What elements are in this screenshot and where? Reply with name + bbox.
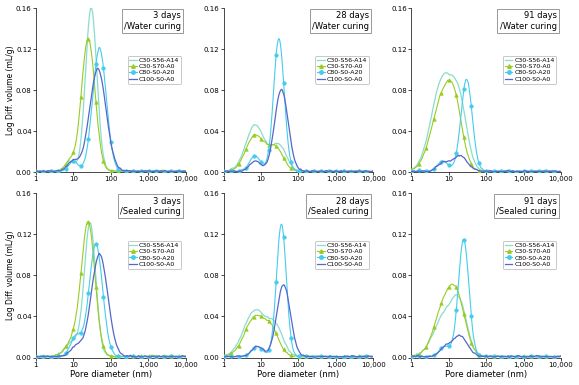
X-axis label: Pore diameter (nm): Pore diameter (nm)	[258, 370, 339, 380]
Legend: C30-S56-A14, C30-S70-A0, C80-S0-A20, C100-S0-A0: C30-S56-A14, C30-S70-A0, C80-S0-A20, C10…	[315, 241, 369, 269]
Legend: C30-S56-A14, C30-S70-A0, C80-S0-A20, C100-S0-A0: C30-S56-A14, C30-S70-A0, C80-S0-A20, C10…	[127, 55, 181, 84]
Text: 28 days
/Sealed curing: 28 days /Sealed curing	[308, 197, 369, 216]
Legend: C30-S56-A14, C30-S70-A0, C80-S0-A20, C100-S0-A0: C30-S56-A14, C30-S70-A0, C80-S0-A20, C10…	[315, 55, 369, 84]
Legend: C30-S56-A14, C30-S70-A0, C80-S0-A20, C100-S0-A0: C30-S56-A14, C30-S70-A0, C80-S0-A20, C10…	[503, 55, 556, 84]
X-axis label: Pore diameter (nm): Pore diameter (nm)	[69, 370, 152, 380]
Y-axis label: Log Diff. volume (mL/g): Log Diff. volume (mL/g)	[6, 45, 14, 135]
Legend: C30-S56-A14, C30-S70-A0, C80-S0-A20, C100-S0-A0: C30-S56-A14, C30-S70-A0, C80-S0-A20, C10…	[127, 241, 181, 269]
X-axis label: Pore diameter (nm): Pore diameter (nm)	[445, 370, 527, 380]
Text: 91 days
/Water curing: 91 days /Water curing	[500, 11, 556, 31]
Text: 3 days
/Water curing: 3 days /Water curing	[124, 11, 181, 31]
Text: 28 days
/Water curing: 28 days /Water curing	[312, 11, 369, 31]
Text: 91 days
/Sealed curing: 91 days /Sealed curing	[496, 197, 556, 216]
Y-axis label: Log Diff. volume (mL/g): Log Diff. volume (mL/g)	[6, 231, 14, 320]
Text: 3 days
/Sealed curing: 3 days /Sealed curing	[120, 197, 181, 216]
Legend: C30-S56-A14, C30-S70-A0, C80-S0-A20, C100-S0-A0: C30-S56-A14, C30-S70-A0, C80-S0-A20, C10…	[503, 241, 556, 269]
